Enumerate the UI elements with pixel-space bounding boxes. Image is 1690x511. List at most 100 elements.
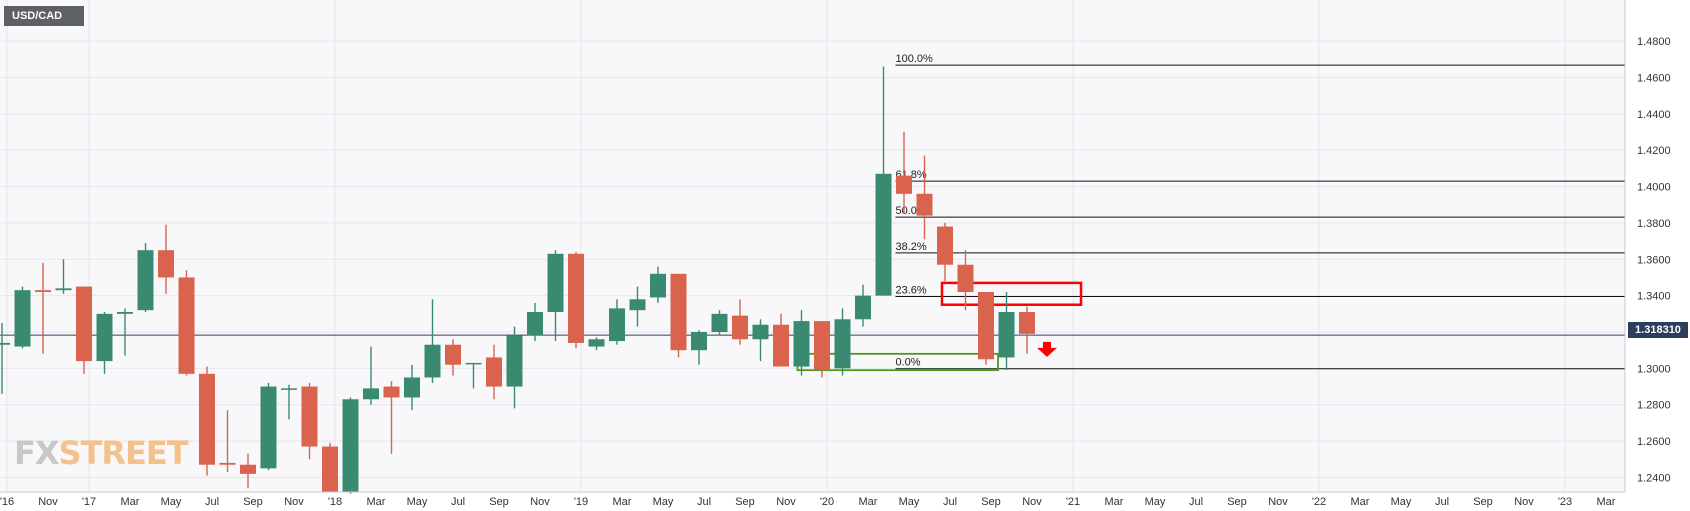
candle xyxy=(527,302,543,342)
candle-body xyxy=(998,312,1015,358)
candle-body xyxy=(404,377,420,398)
candle xyxy=(650,266,666,303)
candle xyxy=(465,362,482,389)
candle-body xyxy=(260,386,277,469)
x-tick-label: '20 xyxy=(820,496,834,508)
y-tick-label: 1.2400 xyxy=(1637,472,1671,484)
candle xyxy=(588,337,605,351)
candle xyxy=(137,242,154,312)
candle xyxy=(773,313,789,367)
candle xyxy=(978,292,994,365)
candle-layer xyxy=(0,66,1035,494)
x-tick-label: '18 xyxy=(328,496,342,508)
x-tick-label: May xyxy=(1391,496,1412,508)
candle xyxy=(76,286,92,374)
candle-body xyxy=(465,362,482,365)
fib-level-label: 23.6% xyxy=(896,285,927,297)
y-tick-label: 1.4400 xyxy=(1637,109,1671,121)
candle-body xyxy=(219,462,236,465)
candle xyxy=(855,284,871,327)
fib-level-label: 38.2% xyxy=(896,241,927,253)
candle-body xyxy=(55,288,72,291)
candle-body xyxy=(35,290,51,292)
candle-body xyxy=(814,321,830,371)
candle-body xyxy=(76,286,92,362)
candle xyxy=(445,339,461,376)
candle xyxy=(55,259,72,294)
candle xyxy=(752,319,769,362)
candle-body xyxy=(670,273,687,351)
x-tick-label: Mar xyxy=(121,496,140,508)
candle-body xyxy=(773,324,789,367)
candle xyxy=(96,312,113,374)
symbol-badge: USD/CAD xyxy=(4,6,85,26)
candle-body xyxy=(424,344,441,378)
x-tick-label: '23 xyxy=(1558,496,1572,508)
x-tick-label: Sep xyxy=(243,496,263,508)
candle xyxy=(178,270,195,376)
y-tick-label: 1.3000 xyxy=(1637,363,1671,375)
candle-body xyxy=(691,332,707,351)
candle-body xyxy=(178,277,195,374)
candle xyxy=(281,384,297,420)
x-tick-label: '16 xyxy=(0,496,14,508)
candle xyxy=(342,397,359,494)
candle xyxy=(568,252,584,349)
fib-level-label: 100.0% xyxy=(896,53,934,65)
resistance-zone-box xyxy=(940,281,1083,306)
x-tick-label: Sep xyxy=(489,496,509,508)
y-tick-label: 1.2800 xyxy=(1637,400,1671,412)
x-tick-label: May xyxy=(653,496,674,508)
x-tick-label: Mar xyxy=(1351,496,1370,508)
candle-body xyxy=(711,313,728,332)
x-tick-label: Mar xyxy=(613,496,632,508)
annot-layer xyxy=(1037,341,1057,357)
y-tick-label: 1.4000 xyxy=(1637,182,1671,194)
candle xyxy=(957,250,974,311)
down-arrow-icon xyxy=(1037,341,1057,357)
candle-body xyxy=(14,290,31,347)
x-tick-label: Jul xyxy=(451,496,465,508)
candle xyxy=(35,262,51,354)
x-tick-label: Nov xyxy=(38,496,58,508)
candle-body xyxy=(158,250,174,278)
candle xyxy=(609,299,625,345)
candle xyxy=(691,330,707,365)
x-tick-label: May xyxy=(899,496,920,508)
candle-body xyxy=(117,312,133,314)
x-tick-label: Jul xyxy=(1189,496,1203,508)
x-tick-label: May xyxy=(1145,496,1166,508)
candle xyxy=(424,299,441,383)
candle-body xyxy=(301,386,318,447)
candle-body xyxy=(96,313,113,362)
candle-body xyxy=(383,386,400,398)
x-tick-label: '19 xyxy=(574,496,588,508)
candle xyxy=(670,273,687,358)
x-tick-label: '17 xyxy=(82,496,96,508)
y-tick-label: 1.2600 xyxy=(1637,436,1671,448)
candle-body xyxy=(445,344,461,365)
x-tick-label: Mar xyxy=(859,496,878,508)
fxstreet-logo: FXSTREET xyxy=(14,434,189,472)
candle-body xyxy=(650,273,666,298)
candle xyxy=(896,132,912,214)
candle-body xyxy=(957,264,974,292)
x-tick-label: Mar xyxy=(1105,496,1124,508)
candle xyxy=(404,364,420,411)
candle-body xyxy=(363,388,379,400)
candle xyxy=(0,322,10,394)
candle xyxy=(1019,306,1035,354)
y-tick-label: 1.4800 xyxy=(1637,36,1671,48)
candle xyxy=(834,308,851,376)
x-tick-label: May xyxy=(161,496,182,508)
x-tick-label: Nov xyxy=(284,496,304,508)
candle-body xyxy=(240,464,256,474)
grid-layer xyxy=(0,0,1625,492)
candle-body xyxy=(855,295,871,320)
x-tick-label: Sep xyxy=(1227,496,1247,508)
plot-area xyxy=(0,0,1625,492)
x-tick-label: '21 xyxy=(1066,496,1080,508)
y-tick-label: 1.3400 xyxy=(1637,291,1671,303)
candle-body xyxy=(752,324,769,340)
